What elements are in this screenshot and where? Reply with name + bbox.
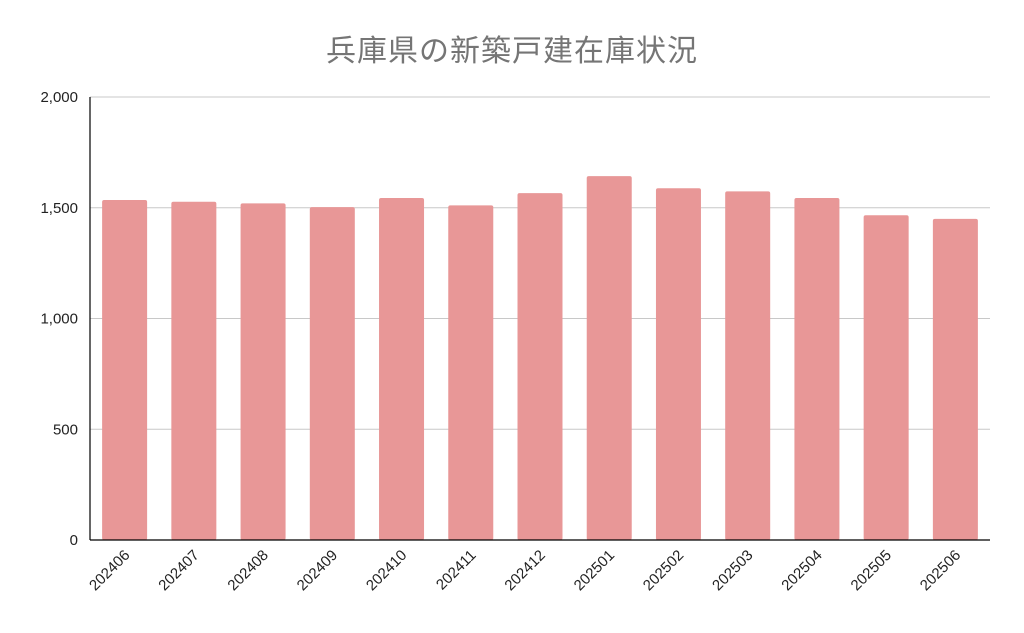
bar-202501 <box>586 176 632 540</box>
bar-202505 <box>863 215 909 540</box>
y-tick-label: 2,000 <box>40 89 78 106</box>
x-tick-label: 202412 <box>501 547 548 594</box>
x-tick-label: 202407 <box>155 547 202 594</box>
x-tick-label: 202505 <box>848 547 895 594</box>
x-tick-label: 202410 <box>363 547 410 594</box>
x-tick-label: 202506 <box>917 547 964 594</box>
x-tick-label: 202503 <box>709 547 756 594</box>
bars <box>102 176 978 541</box>
bar-202503 <box>725 191 771 540</box>
bar-202406 <box>102 199 148 540</box>
bar-202408 <box>240 203 286 540</box>
bar-202407 <box>171 201 217 540</box>
x-tick-labels: 202406 202407 202408 202409 202410 202411 2024… <box>86 547 964 594</box>
x-tick-label: 202406 <box>86 547 133 594</box>
y-tick-label: 0 <box>70 532 78 549</box>
y-tick-label: 1,500 <box>40 200 78 217</box>
y-tick-labels: 0 500 1,000 1,500 2,000 <box>40 89 78 549</box>
x-tick-label: 202408 <box>224 547 271 594</box>
x-tick-label: 202409 <box>294 547 341 594</box>
x-tick-label: 202411 <box>433 547 480 594</box>
chart-title: 兵庫県の新築戸建在庫状況 <box>326 34 698 69</box>
x-tick-label: 202502 <box>640 547 687 594</box>
bar-202504 <box>794 198 840 540</box>
x-tick-label: 202504 <box>778 547 825 594</box>
y-tick-label: 500 <box>53 421 78 438</box>
bar-202410 <box>379 198 425 540</box>
x-tick-label: 202501 <box>571 547 618 594</box>
bar-202412 <box>517 193 563 541</box>
axes <box>89 97 990 541</box>
bar-202506 <box>932 218 978 540</box>
bar-202502 <box>655 188 701 540</box>
y-tick-label: 1,000 <box>40 311 78 328</box>
bar-202411 <box>448 205 494 540</box>
bar-202409 <box>309 207 355 540</box>
